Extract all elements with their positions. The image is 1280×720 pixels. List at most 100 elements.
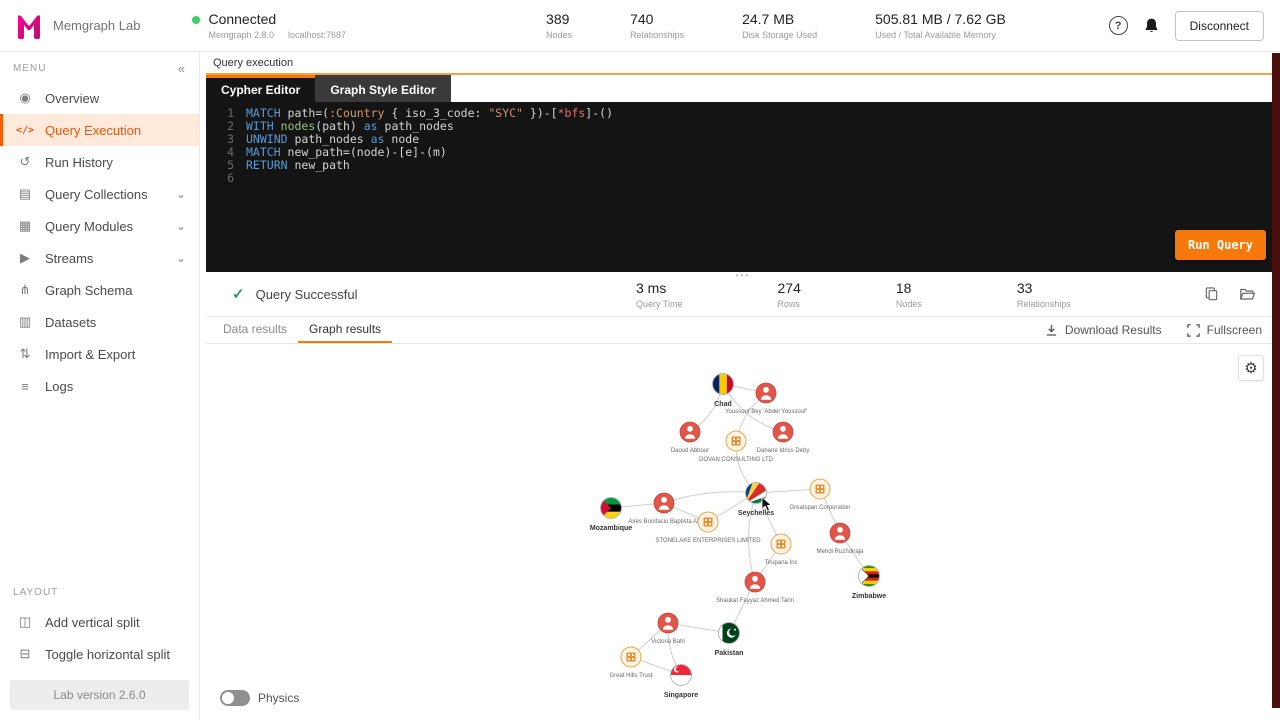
- logs-icon: ≡: [21, 378, 29, 394]
- code-line: 4 MATCH new_path=(node)-[e]-(m): [206, 146, 1280, 159]
- run-query-button[interactable]: Run Query: [1174, 230, 1266, 260]
- query-stat-3: 33 Relationships: [1017, 280, 1071, 309]
- chevron-down-icon: ⌄: [175, 251, 186, 265]
- code-text: RETURN new_path: [246, 158, 350, 172]
- person-icon: [760, 386, 772, 400]
- editor-tabs: Cypher Editor Graph Style Editor: [206, 75, 1280, 102]
- help-icon[interactable]: ?: [1108, 16, 1128, 35]
- db-stat-0-value: 389: [546, 11, 570, 27]
- graph-settings-gear-icon[interactable]: ⚙: [1238, 355, 1264, 381]
- sidebar-item-label: Overview: [45, 90, 100, 106]
- memgraph-logo: [14, 11, 44, 41]
- sidebar-item-import-export[interactable]: ⇅ Import & Export: [0, 338, 199, 370]
- collections-icon: ▤: [18, 186, 32, 201]
- sidebar-item-toggle-horizontal-split[interactable]: ⊟ Toggle horizontal split: [0, 638, 199, 670]
- main-content: Query execution Cypher Editor Graph Style…: [200, 52, 1280, 720]
- db-stat-1-label: Relationships: [630, 30, 685, 40]
- layout-label: LAYOUT: [13, 586, 59, 598]
- query-stat-1-value: 274: [777, 279, 801, 296]
- open-folder-icon[interactable]: [1239, 286, 1256, 302]
- line-number: 2: [227, 119, 234, 133]
- sidebar-item-streams[interactable]: ▶ Streams ⌄: [0, 242, 199, 274]
- graph-canvas[interactable]: Chad Youssouf Bey 'Abdel Youssouf' Daoud A…: [206, 344, 1280, 720]
- graph-node-tirupana[interactable]: Tirupana Inc: [764, 533, 798, 566]
- code-line: 5 RETURN new_path: [206, 159, 1280, 172]
- streams-icon: ▶: [20, 250, 30, 265]
- tab-data-results[interactable]: Data results: [223, 322, 288, 336]
- graph-node-mozambique[interactable]: Mozambique: [590, 497, 632, 532]
- download-results-button[interactable]: Download Results: [1044, 323, 1162, 338]
- sidebar-item-graph-schema[interactable]: ⋔ Graph Schema: [0, 274, 199, 306]
- graph-node-greatspan[interactable]: Greatspan Corporation: [789, 478, 851, 511]
- tab-graph-style-editor[interactable]: Graph Style Editor: [315, 75, 451, 102]
- sidebar-item-datasets[interactable]: ▥ Datasets: [0, 306, 199, 338]
- graph-node-pakistan[interactable]: Pakistan: [715, 622, 744, 657]
- collapse-sidebar-icon[interactable]: «: [177, 60, 186, 76]
- pakistan-flag-icon: [718, 622, 740, 644]
- tab-cypher-editor[interactable]: Cypher Editor: [206, 75, 316, 102]
- lab-version: Lab version 2.6.0: [10, 680, 189, 710]
- fullscreen-button[interactable]: Fullscreen: [1186, 323, 1262, 338]
- person-icon: [834, 526, 846, 540]
- graph-node-zimbabwe[interactable]: Zimbabwe: [852, 565, 886, 600]
- notifications-bell-icon[interactable]: [1143, 17, 1160, 34]
- disconnect-button[interactable]: Disconnect: [1174, 10, 1264, 41]
- tab-graph-results[interactable]: Graph results: [298, 317, 393, 343]
- zimbabwe-flag-icon: [858, 565, 880, 587]
- graph-node-seychelles[interactable]: Seychelles: [738, 482, 774, 517]
- graph-node-label: Singapore: [664, 692, 698, 699]
- db-host: localhost:7687: [288, 30, 347, 40]
- sidebar-item-label: Toggle horizontal split: [45, 646, 171, 662]
- sidebar-item-logs[interactable]: ≡ Logs: [0, 370, 199, 402]
- graph-node-mehdi[interactable]: Mehdi Ruzhdiraja: [817, 522, 864, 555]
- graph-node-dahane[interactable]: Dahane Idriss Deby: [757, 421, 810, 454]
- graph-node-singapore[interactable]: Singapore: [664, 664, 698, 699]
- graph-node-greathills[interactable]: Great Hills Trust: [609, 646, 653, 679]
- import-export-icon: ⇅: [19, 346, 31, 361]
- sidebar-item-run-history[interactable]: ↺ Run History: [0, 146, 199, 178]
- line-number: 1: [227, 106, 234, 120]
- db-stat-0: 389 Nodes: [546, 11, 572, 40]
- graph-node-stonelake[interactable]: STONELAKE ENTERPRISES LIMITED: [655, 511, 761, 544]
- sidebar-item-overview[interactable]: ◉ Overview: [0, 82, 199, 114]
- modules-icon: ▦: [18, 218, 32, 233]
- graph-node-shaukat[interactable]: Shaukat Fayyaz Ahmed Tarin: [716, 571, 794, 604]
- code-icon: </>: [16, 124, 35, 136]
- sidebar-item-query-execution[interactable]: </> Query Execution: [0, 114, 199, 146]
- connection-label: Connected: [208, 11, 277, 27]
- code-line: 3 UNWIND path_nodes as node: [206, 133, 1280, 146]
- code-text: MATCH path=(:Country { iso_3_code: "SYC"…: [246, 106, 613, 120]
- copy-results-icon[interactable]: [1204, 286, 1219, 302]
- physics-toggle[interactable]: [220, 690, 250, 706]
- sidebar-item-query-collections[interactable]: ▤ Query Collections ⌄: [0, 178, 199, 210]
- resize-handle[interactable]: •••: [735, 271, 751, 280]
- graph-node-victoria[interactable]: Victoria Bahl: [651, 612, 685, 645]
- sidebar-item-query-modules[interactable]: ▦ Query Modules ⌄: [0, 210, 199, 242]
- graph-node-label: Mozambique: [590, 525, 632, 532]
- cypher-editor[interactable]: 1 MATCH path=(:Country { iso_3_code: "SYC…: [206, 102, 1280, 272]
- page-title: Query execution: [213, 56, 294, 69]
- eye-icon: ◉: [19, 90, 31, 105]
- top-bar: Memgraph Lab Connected Memgraph 2.8.0 lo…: [0, 0, 1280, 52]
- code-area[interactable]: 1 MATCH path=(:Country { iso_3_code: "SYC…: [206, 107, 1280, 185]
- graph-node-aires[interactable]: Aires Bonifacio Baptista Ali: [628, 492, 700, 525]
- sidebar-item-label: Add vertical split: [45, 614, 140, 630]
- sidebar-item-label: Graph Schema: [45, 282, 133, 298]
- graph-node-label: Tirupana Inc: [764, 560, 797, 566]
- line-number: 5: [227, 158, 234, 172]
- query-stat-3-label: Relationships: [1016, 298, 1071, 309]
- line-number: 6: [227, 171, 234, 185]
- graph-node-label: Zimbabwe: [852, 593, 886, 600]
- layout-menu: ◫ Add vertical split ⊟ Toggle horizontal sp…: [0, 606, 199, 670]
- db-stat-2-value: 24.7 MB: [742, 11, 795, 27]
- graph-node-chad[interactable]: Chad: [712, 373, 734, 408]
- code-text: UNWIND path_nodes as node: [246, 132, 420, 146]
- graph-node-daoud[interactable]: Daoud Abbour: [671, 421, 709, 454]
- graph-node-dovan[interactable]: DOVAN CONSULTING LTD: [699, 430, 774, 463]
- sidebar-item-add-vertical-split[interactable]: ◫ Add vertical split: [0, 606, 199, 638]
- page-scrollbar[interactable]: [1272, 53, 1280, 708]
- datasets-icon: ▥: [18, 314, 32, 329]
- code-line: 2 WITH nodes(path) as path_nodes: [206, 120, 1280, 133]
- graph-node-youssouf[interactable]: Youssouf Bey 'Abdel Youssouf': [725, 382, 807, 415]
